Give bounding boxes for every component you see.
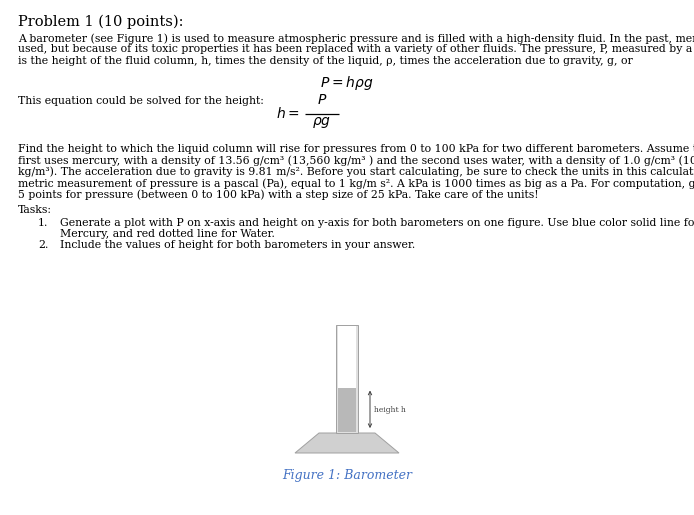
Text: $h = $: $h = $ xyxy=(276,106,300,121)
Text: first uses mercury, with a density of 13.56 g/cm³ (13,560 kg/m³ ) and the second: first uses mercury, with a density of 13… xyxy=(18,155,694,165)
Text: Problem 1 (10 points):: Problem 1 (10 points): xyxy=(18,15,183,29)
Text: Mercury, and red dotted line for Water.: Mercury, and red dotted line for Water. xyxy=(60,229,275,239)
Bar xyxy=(336,325,358,433)
Text: metric measurement of pressure is a pascal (Pa), equal to 1 kg/m s². A kPa is 10: metric measurement of pressure is a pasc… xyxy=(18,178,694,188)
Text: 5 points for pressure (between 0 to 100 kPa) with a step size of 25 kPa. Take ca: 5 points for pressure (between 0 to 100 … xyxy=(18,190,539,200)
Text: $\rho g$: $\rho g$ xyxy=(312,115,332,130)
Text: $P = h\rho g$: $P = h\rho g$ xyxy=(321,74,373,92)
Text: is the height of the fluid column, h, times the density of the liquid, ρ, times : is the height of the fluid column, h, ti… xyxy=(18,56,633,66)
Bar xyxy=(338,388,356,432)
Text: used, but because of its toxic properties it has been replaced with a variety of: used, but because of its toxic propertie… xyxy=(18,44,694,55)
Polygon shape xyxy=(295,433,399,453)
Bar xyxy=(338,326,356,388)
Text: Figure 1: Barometer: Figure 1: Barometer xyxy=(282,469,412,482)
Text: Generate a plot with P on x-axis and height on y-axis for both barometers on one: Generate a plot with P on x-axis and hei… xyxy=(60,217,694,228)
Text: A barometer (see Figure 1) is used to measure atmospheric pressure and is filled: A barometer (see Figure 1) is used to me… xyxy=(18,33,694,44)
Text: This equation could be solved for the height:: This equation could be solved for the he… xyxy=(18,95,264,106)
Text: Find the height to which the liquid column will rise for pressures from 0 to 100: Find the height to which the liquid colu… xyxy=(18,144,694,153)
Text: Tasks:: Tasks: xyxy=(18,205,52,215)
Text: 1.: 1. xyxy=(38,217,49,228)
Text: height h: height h xyxy=(374,406,406,415)
Text: $P$: $P$ xyxy=(317,94,327,108)
Text: 2.: 2. xyxy=(38,241,49,250)
Text: Include the values of height for both barometers in your answer.: Include the values of height for both ba… xyxy=(60,241,415,250)
Text: kg/m³). The acceleration due to gravity is 9.81 m/s². Before you start calculati: kg/m³). The acceleration due to gravity … xyxy=(18,166,694,177)
